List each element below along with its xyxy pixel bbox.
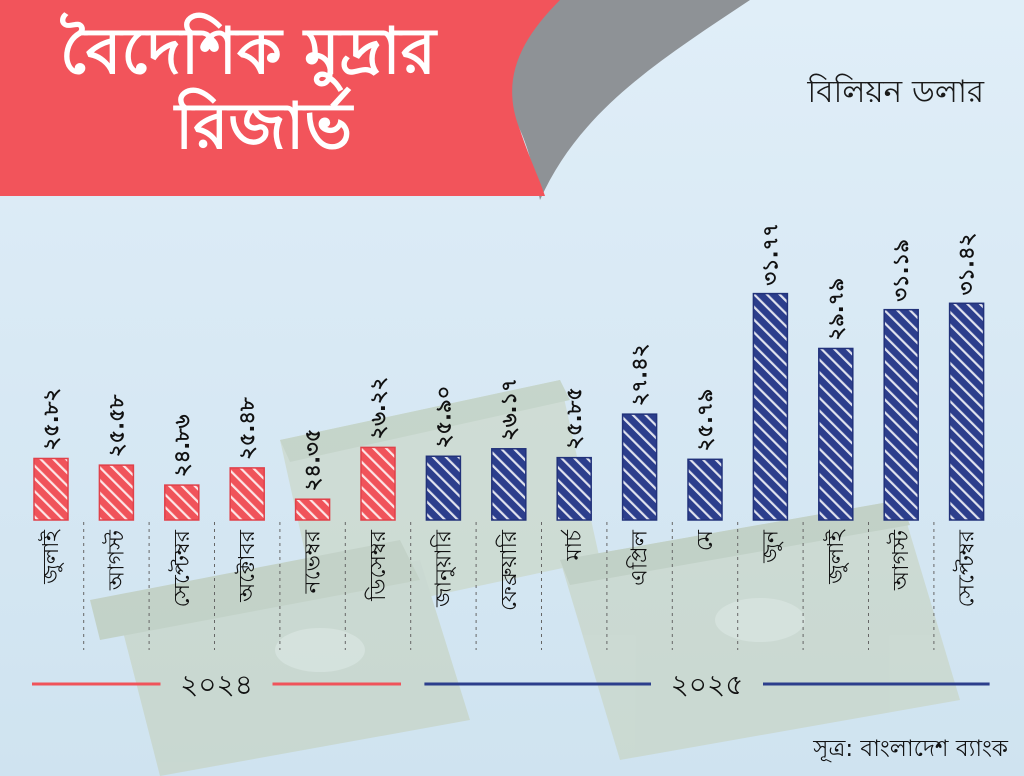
bar xyxy=(818,348,853,520)
month-label: জুলাই xyxy=(823,528,850,584)
value-label: ৩১.১৯ xyxy=(889,239,913,302)
month-label: সেপ্টেম্বর xyxy=(953,529,980,607)
value-label: ২৪.৩৫ xyxy=(301,429,325,492)
bar-outline xyxy=(425,455,462,521)
bar-outline xyxy=(360,446,396,521)
value-label: ২৫.৫৮ xyxy=(104,394,128,457)
bar xyxy=(34,458,68,520)
bar-outline xyxy=(164,484,200,521)
year-label: ২০২৪ xyxy=(180,668,253,701)
month-label: নভেম্বর xyxy=(301,529,326,594)
money-stack-illustration xyxy=(90,380,960,776)
bar-outline xyxy=(556,456,592,521)
bar-outline xyxy=(294,498,331,521)
bar-outline xyxy=(33,457,69,521)
bar-outline xyxy=(752,292,789,521)
banner xyxy=(0,0,560,196)
bar xyxy=(295,499,330,520)
bar-outline xyxy=(621,413,658,521)
month-label: মার্চ xyxy=(560,529,587,562)
unit-label: বিলিয়ন ডলার xyxy=(807,74,984,110)
bar xyxy=(753,293,788,520)
source-note: সূত্র: বাংলাদেশ ব্যাংক xyxy=(813,736,1008,762)
value-label: ২৬.২২ xyxy=(366,377,390,440)
bar xyxy=(230,467,265,520)
bar-outline xyxy=(948,302,985,521)
month-label: জুলাই xyxy=(38,528,65,584)
bar-outline xyxy=(687,458,723,521)
value-label: ৩১.৭৭ xyxy=(758,223,782,286)
value-label: ২৪.৮৬ xyxy=(170,414,194,477)
month-label: সেপ্টেম্বর xyxy=(168,529,195,607)
bar-outline xyxy=(491,448,527,521)
value-label: ২৫.৪৮ xyxy=(235,397,259,460)
bar xyxy=(491,448,526,520)
chart-title-line-2: রিজার্ভ xyxy=(175,90,353,164)
bar xyxy=(361,447,395,520)
bar-outline xyxy=(98,464,135,521)
bar xyxy=(884,309,919,520)
bar-outline xyxy=(229,467,265,521)
month-label: ডিসেম্বর xyxy=(365,529,391,602)
month-label: আগস্ট xyxy=(887,529,914,591)
bar xyxy=(622,414,657,520)
value-label: ২৭.৪২ xyxy=(628,344,652,407)
month-label: জুন xyxy=(758,529,784,564)
value-label: ২৫.৭৯ xyxy=(693,389,717,452)
value-label: ২৬.১৭ xyxy=(497,378,521,441)
month-label: মে xyxy=(693,529,718,551)
value-label: ৩১.৪২ xyxy=(955,233,979,296)
value-label: ২৫.৮৫ xyxy=(562,387,586,450)
bar xyxy=(557,457,592,520)
bar xyxy=(949,303,984,520)
month-label: ফেব্রুয়ারি xyxy=(496,529,522,611)
bar-outline xyxy=(883,308,919,521)
value-label: ২৫.৮২ xyxy=(39,388,63,451)
chart-title-line-1: বৈদেশিক মুদ্রার xyxy=(60,15,436,89)
bar xyxy=(426,456,461,520)
bar xyxy=(164,485,199,520)
month-label: আগস্ট xyxy=(102,529,129,591)
bar xyxy=(99,465,134,520)
month-label: জানুয়ারি xyxy=(430,529,456,608)
year-label: ২০২৫ xyxy=(671,668,744,701)
value-label: ২৯.৭৯ xyxy=(824,278,848,341)
month-label: এপ্রিল xyxy=(627,529,653,585)
month-label: অক্টোবর xyxy=(235,529,260,603)
value-label: ২৫.৯০ xyxy=(431,386,455,449)
bar xyxy=(688,459,722,520)
bar-outline xyxy=(818,347,854,521)
